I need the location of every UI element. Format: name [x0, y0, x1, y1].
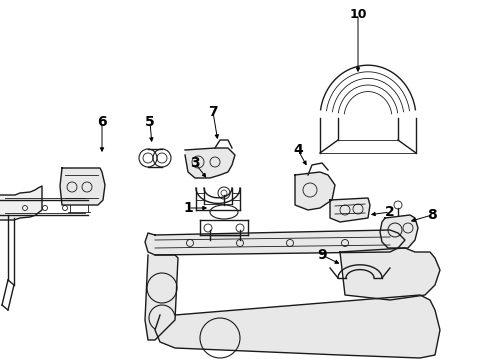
Text: 6: 6 — [97, 115, 107, 129]
Polygon shape — [60, 168, 105, 205]
Polygon shape — [155, 295, 440, 358]
Text: 2: 2 — [385, 205, 395, 219]
Text: 1: 1 — [183, 201, 193, 215]
Text: 7: 7 — [208, 105, 218, 119]
Polygon shape — [145, 230, 405, 255]
Text: 9: 9 — [317, 248, 327, 262]
Polygon shape — [145, 255, 178, 340]
Text: 4: 4 — [293, 143, 303, 157]
Text: 10: 10 — [349, 8, 367, 21]
Polygon shape — [380, 215, 418, 248]
Polygon shape — [340, 248, 440, 300]
Text: 3: 3 — [190, 156, 200, 170]
Polygon shape — [185, 148, 235, 178]
Text: 8: 8 — [427, 208, 437, 222]
Polygon shape — [330, 198, 370, 222]
Text: 5: 5 — [145, 115, 155, 129]
Polygon shape — [0, 186, 42, 220]
Polygon shape — [295, 172, 335, 210]
